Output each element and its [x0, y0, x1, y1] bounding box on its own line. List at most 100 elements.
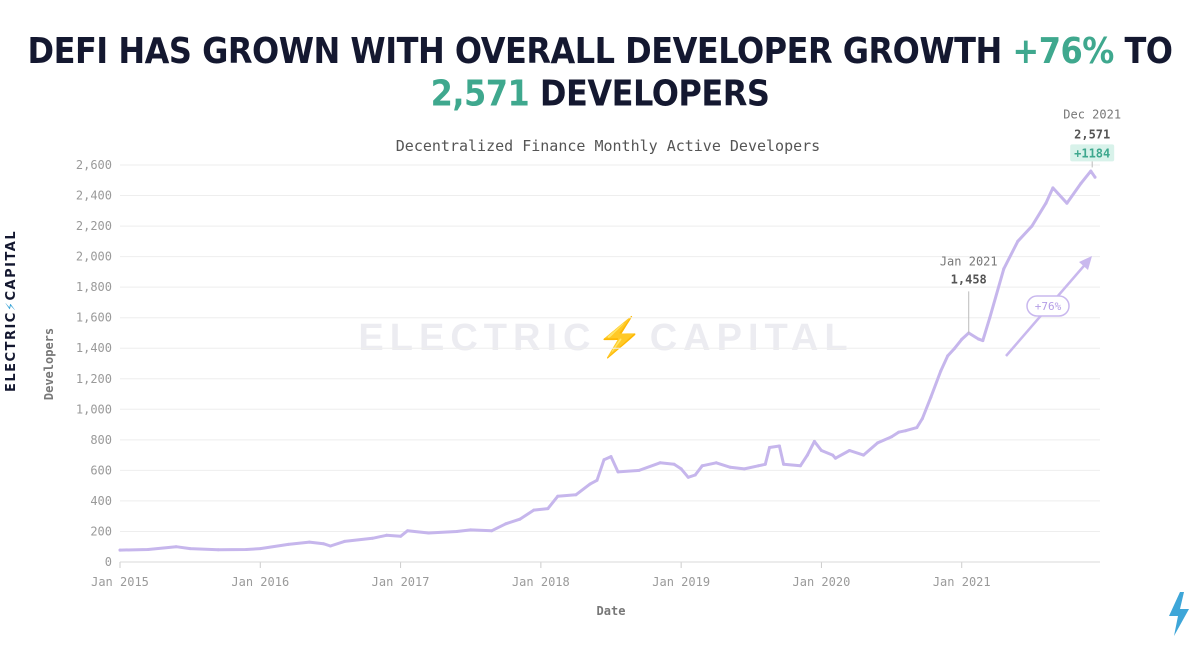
data-point	[455, 530, 459, 533]
lightning-bolt-icon	[1169, 592, 1189, 636]
data-point	[1093, 175, 1097, 179]
data-point	[1051, 186, 1055, 190]
data-point	[518, 517, 522, 521]
x-tick-label: Jan 2015	[91, 575, 149, 589]
data-point	[469, 528, 473, 532]
data-point	[920, 417, 924, 420]
y-tick-label: 1,400	[76, 341, 112, 355]
x-axis-ticks: Jan 2015 Jan 2016 Jan 2017 Jan 2018 Jan 2019…	[91, 562, 991, 589]
data-point	[679, 467, 683, 471]
data-point	[768, 446, 771, 449]
data-point	[946, 354, 950, 358]
data-point	[328, 544, 332, 548]
data-point	[602, 458, 606, 462]
y-tick-label: 600	[90, 463, 112, 477]
data-point	[977, 337, 981, 341]
data-point	[385, 533, 388, 537]
y-tick-label: 1,200	[76, 372, 112, 386]
data-point	[876, 441, 880, 445]
y-tick-label: 200	[90, 524, 112, 538]
data-point	[556, 494, 560, 498]
data-point	[953, 346, 957, 350]
grid	[120, 164, 1100, 532]
data-point	[595, 478, 599, 482]
annotation-dec2021-label: Dec 2021	[1063, 107, 1121, 121]
y-tick-label: 2,400	[76, 189, 112, 203]
data-point	[686, 475, 690, 479]
y-tick-label: 2,200	[76, 219, 112, 233]
data-point	[693, 473, 697, 477]
data-point	[609, 455, 613, 459]
data-point	[399, 534, 403, 538]
data-point	[286, 542, 290, 546]
y-tick-label: 2,600	[76, 158, 112, 172]
data-point	[939, 369, 943, 373]
data-point	[805, 453, 809, 457]
data-point	[1030, 224, 1034, 228]
data-point	[588, 482, 592, 486]
x-tick-label: Jan 2019	[652, 575, 710, 589]
y-tick-label: 1,800	[76, 280, 112, 294]
y-tick-label: 400	[90, 494, 112, 508]
data-point	[742, 467, 746, 471]
series-line	[118, 169, 1097, 552]
data-point	[490, 529, 494, 533]
data-point	[672, 462, 676, 466]
data-point	[427, 531, 431, 535]
data-point	[929, 395, 933, 399]
data-point	[904, 429, 908, 433]
data-point	[244, 548, 248, 551]
data-point	[960, 337, 964, 341]
data-point	[321, 542, 325, 546]
data-point	[216, 548, 220, 552]
data-point	[658, 461, 662, 465]
data-point	[848, 449, 851, 452]
data-point	[834, 456, 837, 460]
data-point	[258, 547, 262, 551]
data-point	[307, 540, 311, 544]
data-point	[862, 453, 865, 457]
data-point	[1044, 201, 1048, 205]
data-point	[574, 493, 578, 497]
data-point	[406, 529, 410, 533]
data-point	[1089, 169, 1093, 173]
growth-badge	[1026, 295, 1070, 317]
x-tick-label: Jan 2017	[372, 575, 430, 589]
data-point	[831, 453, 835, 457]
data-point	[700, 464, 704, 468]
data-point	[1002, 267, 1006, 271]
headline-text-developers: DEVELOPERS	[529, 72, 770, 115]
data-point	[915, 426, 919, 430]
y-tick-label: 2,000	[76, 250, 112, 264]
data-point	[188, 547, 192, 551]
headline: DEFI HAS GROWN WITH OVERALL DEVELOPER GR…	[0, 29, 1200, 114]
y-axis-ticks: 0 200 400 600 800 1,000 1,200 1,400 1,600 1,800 2,…	[76, 158, 112, 569]
data-point	[1065, 201, 1069, 205]
annotation-dec2021-delta-badge	[1070, 144, 1115, 162]
data-point	[1079, 181, 1083, 185]
headline-text-to: TO	[1113, 29, 1173, 72]
data-point	[988, 316, 992, 320]
data-point	[118, 548, 122, 552]
x-tick-label: Jan 2021	[933, 575, 991, 589]
data-point	[546, 507, 550, 511]
data-point	[782, 462, 786, 466]
annotation-jan2021-label: Jan 2021	[940, 254, 998, 268]
chart-title: Decentralized Finance Monthly Active Dev…	[396, 137, 820, 155]
headline-growth-percent: +76%	[1012, 29, 1114, 72]
data-point	[532, 508, 536, 512]
y-tick-label: 0	[105, 555, 112, 569]
y-tick-label: 800	[90, 433, 112, 447]
growth-arrow-head	[1079, 256, 1092, 270]
y-axis-label: Developers	[42, 328, 56, 400]
data-point	[504, 522, 508, 526]
growth-badge-label: +76%	[1035, 300, 1062, 313]
data-point	[728, 465, 732, 469]
y-tick-label: 1,600	[76, 311, 112, 325]
data-point	[981, 339, 985, 343]
data-point	[637, 468, 641, 472]
data-point	[616, 470, 620, 474]
x-tick-label: Jan 2018	[512, 575, 570, 589]
data-point	[798, 464, 802, 468]
